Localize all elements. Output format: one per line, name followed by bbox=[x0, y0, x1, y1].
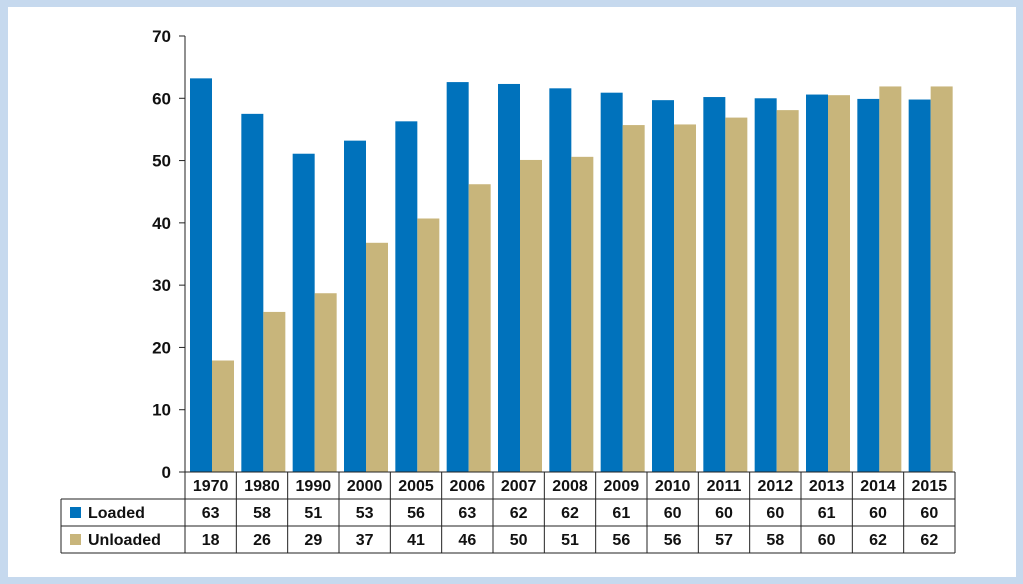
data-label-loaded: 53 bbox=[356, 505, 374, 522]
data-label-unloaded: 56 bbox=[612, 532, 630, 549]
bar-loaded-2015 bbox=[908, 99, 931, 472]
x-tick-label: 2012 bbox=[758, 478, 794, 495]
y-tick-label: 30 bbox=[152, 276, 171, 295]
data-label-unloaded: 26 bbox=[253, 532, 271, 549]
x-tick-label: 2011 bbox=[707, 478, 742, 495]
y-tick-label: 70 bbox=[152, 27, 171, 46]
bar-loaded-2009 bbox=[600, 92, 623, 473]
y-tick-label: 10 bbox=[152, 401, 171, 420]
x-tick-label: 2009 bbox=[604, 478, 640, 495]
x-tick-label: 2000 bbox=[347, 478, 383, 495]
data-label-unloaded: 51 bbox=[561, 532, 579, 549]
data-label-loaded: 63 bbox=[202, 505, 220, 522]
data-label-unloaded: 62 bbox=[869, 532, 887, 549]
data-label-unloaded: 18 bbox=[202, 532, 220, 549]
legend-swatch-unloaded bbox=[70, 534, 81, 545]
bar-unloaded-2010 bbox=[674, 124, 696, 473]
bar-unloaded-2014 bbox=[879, 86, 902, 473]
bar-loaded-2008 bbox=[549, 88, 572, 472]
data-label-loaded: 60 bbox=[664, 505, 682, 522]
y-tick-label: 20 bbox=[152, 338, 171, 357]
bar-unloaded-1980 bbox=[263, 311, 286, 472]
bar-unloaded-2013 bbox=[828, 95, 850, 473]
bar-loaded-2012 bbox=[754, 98, 777, 473]
x-tick-label: 1980 bbox=[244, 478, 280, 495]
data-label-unloaded: 46 bbox=[458, 532, 476, 549]
bar-loaded-2013 bbox=[806, 94, 828, 472]
bar-unloaded-2007 bbox=[520, 159, 542, 472]
y-tick-label: 60 bbox=[152, 89, 171, 108]
data-label-loaded: 60 bbox=[869, 505, 887, 522]
bar-loaded-2005 bbox=[395, 121, 418, 473]
bar-loaded-1990 bbox=[292, 153, 315, 472]
bar-loaded-2006 bbox=[446, 82, 469, 472]
data-table: 1970 1980 1990 2000 2005 2006 2007 2008 2009 2010… bbox=[60, 471, 956, 554]
x-tick-label: 2007 bbox=[501, 478, 537, 495]
data-label-unloaded: 37 bbox=[356, 532, 374, 549]
x-tick-label: 1990 bbox=[296, 478, 332, 495]
legend-swatch-loaded bbox=[70, 507, 81, 518]
data-label-unloaded: 29 bbox=[304, 532, 322, 549]
bar-unloaded-2006 bbox=[468, 184, 491, 473]
data-label-loaded: 63 bbox=[458, 505, 476, 522]
x-tick-label: 2013 bbox=[809, 478, 845, 495]
bar-unloaded-2012 bbox=[776, 110, 799, 473]
bar-unloaded-1990 bbox=[314, 293, 337, 472]
bar-unloaded-2008 bbox=[571, 156, 594, 472]
data-label-unloaded: 60 bbox=[818, 532, 836, 549]
y-tick-label: 0 bbox=[162, 463, 171, 482]
x-tick-label: 2015 bbox=[912, 478, 948, 495]
bar-loaded-2014 bbox=[857, 98, 880, 472]
chart-frame: 0 10 20 30 40 50 60 70 1970 1980 1990 2000 2005 2006… bbox=[8, 7, 1016, 577]
bars bbox=[190, 78, 953, 473]
data-label-loaded: 60 bbox=[920, 505, 938, 522]
x-tick-label: 2014 bbox=[860, 478, 896, 495]
bar-loaded-1970 bbox=[190, 78, 212, 473]
data-label-unloaded: 41 bbox=[407, 532, 425, 549]
data-label-unloaded: 57 bbox=[715, 532, 733, 549]
data-label-loaded: 62 bbox=[510, 505, 528, 522]
bar-chart: 0 10 20 30 40 50 60 70 1970 1980 1990 2000 2005 2006… bbox=[60, 27, 956, 554]
bar-unloaded-2009 bbox=[622, 125, 645, 472]
data-label-unloaded: 58 bbox=[766, 532, 784, 549]
data-label-unloaded: 62 bbox=[920, 532, 938, 549]
bar-unloaded-2015 bbox=[930, 86, 953, 473]
bar-unloaded-2011 bbox=[725, 117, 748, 472]
bar-unloaded-2000 bbox=[366, 242, 388, 472]
x-tick-label: 2005 bbox=[398, 478, 434, 495]
y-tick-label: 40 bbox=[152, 214, 171, 233]
data-label-unloaded: 56 bbox=[664, 532, 682, 549]
x-tick-label: 2010 bbox=[655, 478, 691, 495]
bar-loaded-2007 bbox=[498, 83, 520, 473]
bar-loaded-1980 bbox=[241, 113, 264, 472]
data-label-loaded: 51 bbox=[304, 505, 322, 522]
data-label-loaded: 58 bbox=[253, 505, 271, 522]
y-tick-label: 50 bbox=[152, 152, 171, 171]
bar-loaded-2000 bbox=[344, 140, 366, 472]
data-label-loaded: 56 bbox=[407, 505, 425, 522]
bar-unloaded-2005 bbox=[417, 218, 440, 472]
legend-label-unloaded: Unloaded bbox=[88, 532, 161, 549]
data-label-unloaded: 50 bbox=[510, 532, 528, 549]
data-label-loaded: 61 bbox=[612, 505, 630, 522]
bar-loaded-2011 bbox=[703, 97, 726, 472]
x-tick-label: 2006 bbox=[450, 478, 486, 495]
data-label-loaded: 60 bbox=[715, 505, 733, 522]
data-label-loaded: 60 bbox=[766, 505, 784, 522]
x-tick-label: 2008 bbox=[552, 478, 588, 495]
legend-label-loaded: Loaded bbox=[88, 505, 145, 522]
data-label-loaded: 61 bbox=[818, 505, 836, 522]
x-tick-label: 1970 bbox=[193, 478, 229, 495]
data-label-loaded: 62 bbox=[561, 505, 579, 522]
bar-unloaded-1970 bbox=[212, 360, 234, 472]
bar-loaded-2010 bbox=[652, 100, 674, 472]
